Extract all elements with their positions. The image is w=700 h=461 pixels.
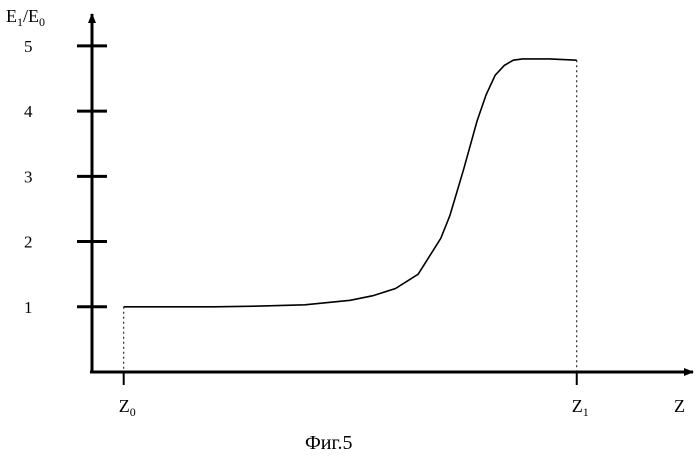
figure-caption: Фиг.5: [305, 432, 352, 454]
x-axis-title: Z: [674, 396, 685, 416]
y-tick-label: 4: [24, 102, 33, 121]
y-axis-title: E1/E0: [6, 6, 45, 29]
y-ticks: 1 2 3 4 5: [24, 37, 107, 317]
y-tick-label: 5: [24, 37, 33, 56]
x-mark-label: Z1: [572, 396, 589, 419]
series-line: [124, 59, 577, 307]
guide-lines: [124, 60, 577, 372]
y-tick-label: 3: [24, 167, 33, 186]
y-tick-label: 1: [24, 298, 33, 317]
y-tick-label: 2: [24, 233, 33, 252]
x-marks: Z0 Z1: [119, 372, 589, 419]
x-mark-label: Z0: [119, 396, 136, 419]
